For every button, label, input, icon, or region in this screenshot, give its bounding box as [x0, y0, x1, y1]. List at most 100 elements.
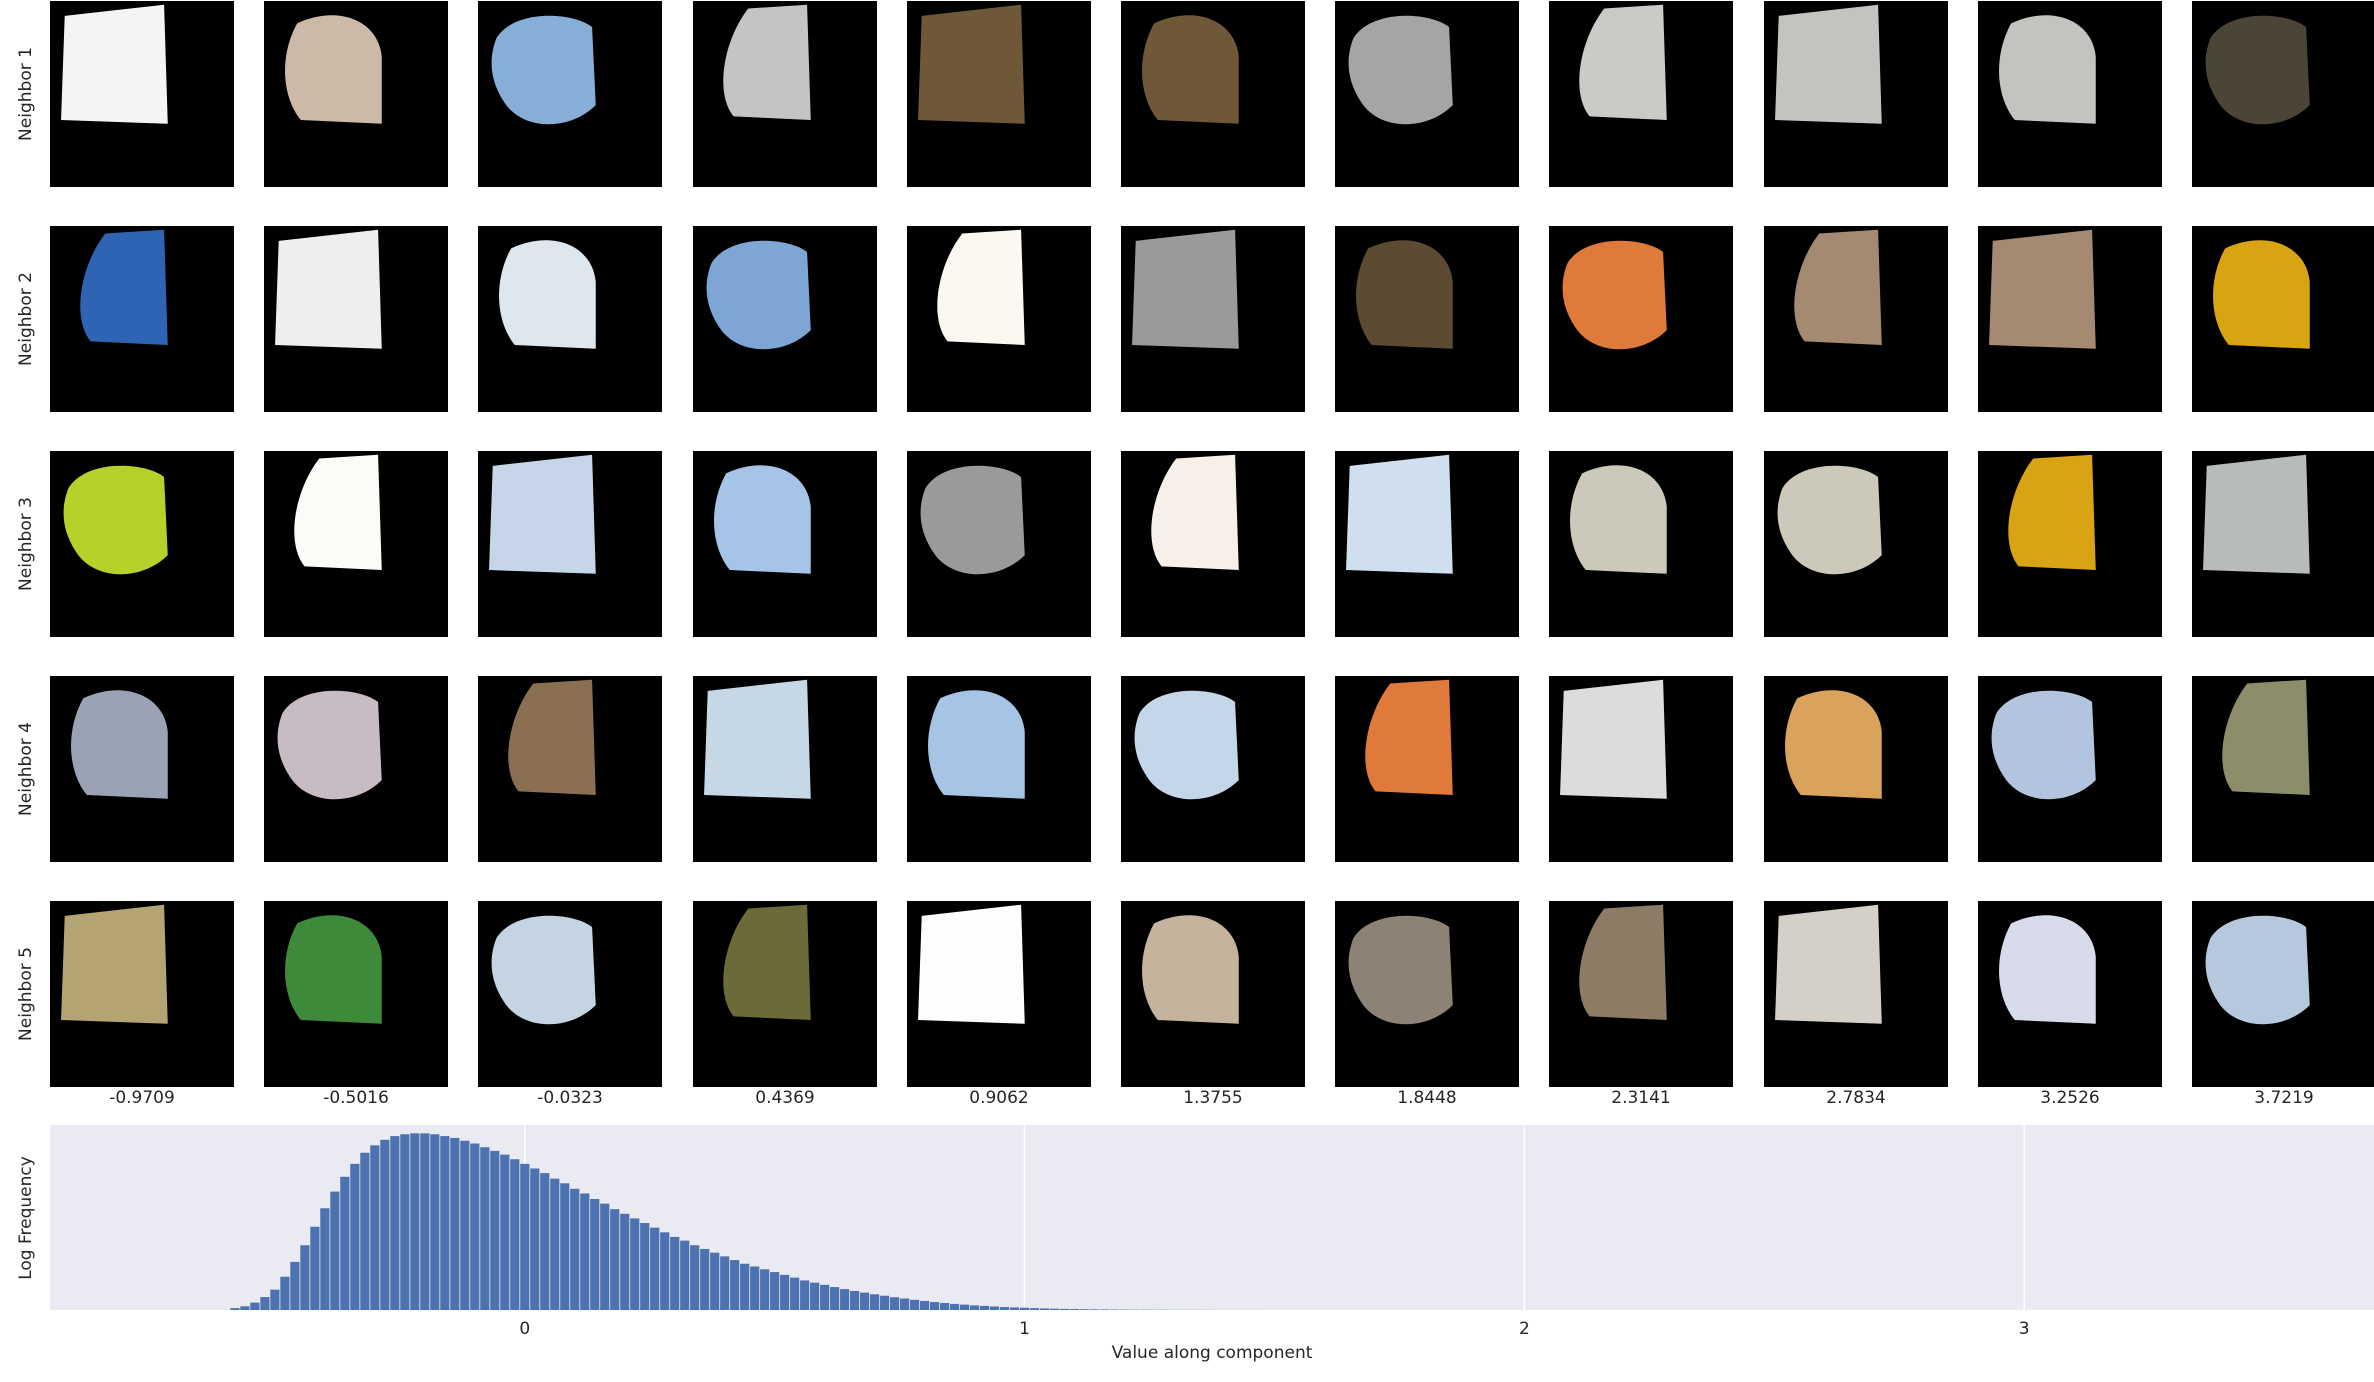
neighbor-patch-image — [1978, 1, 2162, 187]
neighbor-patch-image — [1764, 1, 1948, 187]
histogram-bar — [570, 1188, 580, 1310]
neighbor-patch-image — [478, 451, 662, 637]
histogram-bar — [680, 1240, 690, 1310]
neighbor-patch-image — [50, 1, 234, 187]
histogram-chart: 0 1 2 3 Value along component — [50, 1125, 2374, 1363]
histogram-bar — [350, 1163, 360, 1310]
histogram-bar — [310, 1226, 320, 1310]
histogram-bar — [920, 1300, 930, 1310]
histogram-bar — [330, 1191, 340, 1310]
histogram-bar — [750, 1266, 760, 1310]
histogram-bar — [830, 1287, 840, 1310]
histogram-bar — [780, 1274, 790, 1310]
histogram-bar — [1079, 1309, 1090, 1310]
histogram-bar — [640, 1223, 650, 1310]
column-value-label: 1.8448 — [1397, 1088, 1457, 1108]
column-value-label: 0.4369 — [755, 1088, 815, 1108]
neighbor-patch-image — [907, 1, 1091, 187]
histogram-bar — [410, 1133, 420, 1310]
histogram-bar — [1029, 1308, 1040, 1310]
neighbor-patch-image — [264, 901, 448, 1087]
histogram-bar — [440, 1136, 450, 1310]
neighbor-patch-image — [1335, 901, 1519, 1087]
column-value-label: 1.3755 — [1183, 1088, 1243, 1108]
histogram-bar — [790, 1277, 800, 1310]
histogram-bar — [620, 1213, 630, 1310]
histogram-bar — [760, 1269, 770, 1310]
column-value-label: -0.0323 — [537, 1088, 603, 1108]
histogram-bar — [460, 1140, 470, 1310]
histogram-bar — [470, 1143, 480, 1310]
histogram-bar — [370, 1145, 380, 1310]
histogram-bar — [980, 1305, 990, 1310]
histogram-bar — [800, 1280, 810, 1310]
neighbor-patch-image — [1764, 226, 1948, 412]
row-label: Neighbor 4 — [16, 722, 36, 816]
histogram-bar — [630, 1218, 640, 1310]
histogram-bar — [520, 1163, 530, 1310]
row-label: Neighbor 3 — [16, 497, 36, 591]
histogram-bar — [870, 1294, 880, 1310]
neighbor-patch-image — [264, 1, 448, 187]
neighbor-patch-image — [1335, 226, 1519, 412]
histogram-bar — [500, 1154, 510, 1310]
column-value-label: 2.3141 — [1611, 1088, 1671, 1108]
neighbor-patch-image — [693, 676, 877, 862]
histogram-bar — [380, 1139, 390, 1310]
histogram-bar — [850, 1290, 860, 1310]
histogram-bar — [710, 1252, 720, 1310]
histogram-bar — [1099, 1309, 1110, 1310]
histogram-bar — [660, 1232, 670, 1310]
neighbor-patch-image — [1121, 901, 1305, 1087]
histogram-bar — [1039, 1308, 1050, 1310]
histogram-bar — [810, 1282, 820, 1310]
neighbor-patch-image — [2192, 676, 2374, 862]
histogram-bar — [390, 1136, 400, 1310]
neighbor-patch-image — [2192, 451, 2374, 637]
histogram-bar — [340, 1176, 350, 1310]
neighbor-patch-image — [50, 451, 234, 637]
histogram-bar — [650, 1227, 660, 1310]
neighbor-patch-image — [1121, 226, 1305, 412]
histogram-bar — [940, 1302, 950, 1310]
histogram-bar — [890, 1297, 900, 1310]
histogram-bar — [820, 1284, 830, 1310]
histogram-bar — [1069, 1309, 1080, 1310]
neighbor-patch-image — [1978, 676, 2162, 862]
neighbor-patch-image — [1549, 1, 1733, 187]
histogram-bar — [860, 1292, 870, 1310]
histogram-bar — [610, 1209, 620, 1310]
neighbor-patch-image — [2192, 226, 2374, 412]
neighbor-patch-image — [2192, 1, 2374, 187]
histogram-bar — [970, 1305, 980, 1310]
histogram-bar — [690, 1245, 700, 1310]
neighbor-patch-image — [1764, 451, 1948, 637]
neighbor-patch-image — [1335, 676, 1519, 862]
histogram-bar — [600, 1203, 610, 1310]
neighbor-patch-image — [1335, 451, 1519, 637]
neighbor-patch-image — [1549, 226, 1733, 412]
neighbor-patch-image — [907, 451, 1091, 637]
neighbor-patch-image — [1764, 901, 1948, 1087]
neighbor-patch-image — [693, 901, 877, 1087]
histogram-bar — [930, 1302, 940, 1310]
neighbor-patch-image — [1335, 1, 1519, 187]
x-axis-label: Value along component — [1112, 1343, 1313, 1363]
histogram-bar — [1049, 1308, 1060, 1310]
histogram-bar — [490, 1150, 500, 1310]
neighbor-patch-image — [2192, 901, 2374, 1087]
neighbor-patch-image — [50, 226, 234, 412]
column-value-label: 3.2526 — [2040, 1088, 2100, 1108]
neighbor-patch-image — [693, 226, 877, 412]
neighbor-patch-image — [478, 226, 662, 412]
histogram-bar — [720, 1256, 730, 1310]
neighbor-patch-image — [478, 901, 662, 1087]
neighbor-patch-image — [478, 676, 662, 862]
histogram-bar — [300, 1245, 310, 1310]
column-value-label: 0.9062 — [969, 1088, 1029, 1108]
histogram-bar — [730, 1260, 740, 1310]
neighbor-patch-image — [907, 676, 1091, 862]
histogram-bar — [510, 1159, 520, 1310]
histogram-bar — [480, 1147, 490, 1310]
